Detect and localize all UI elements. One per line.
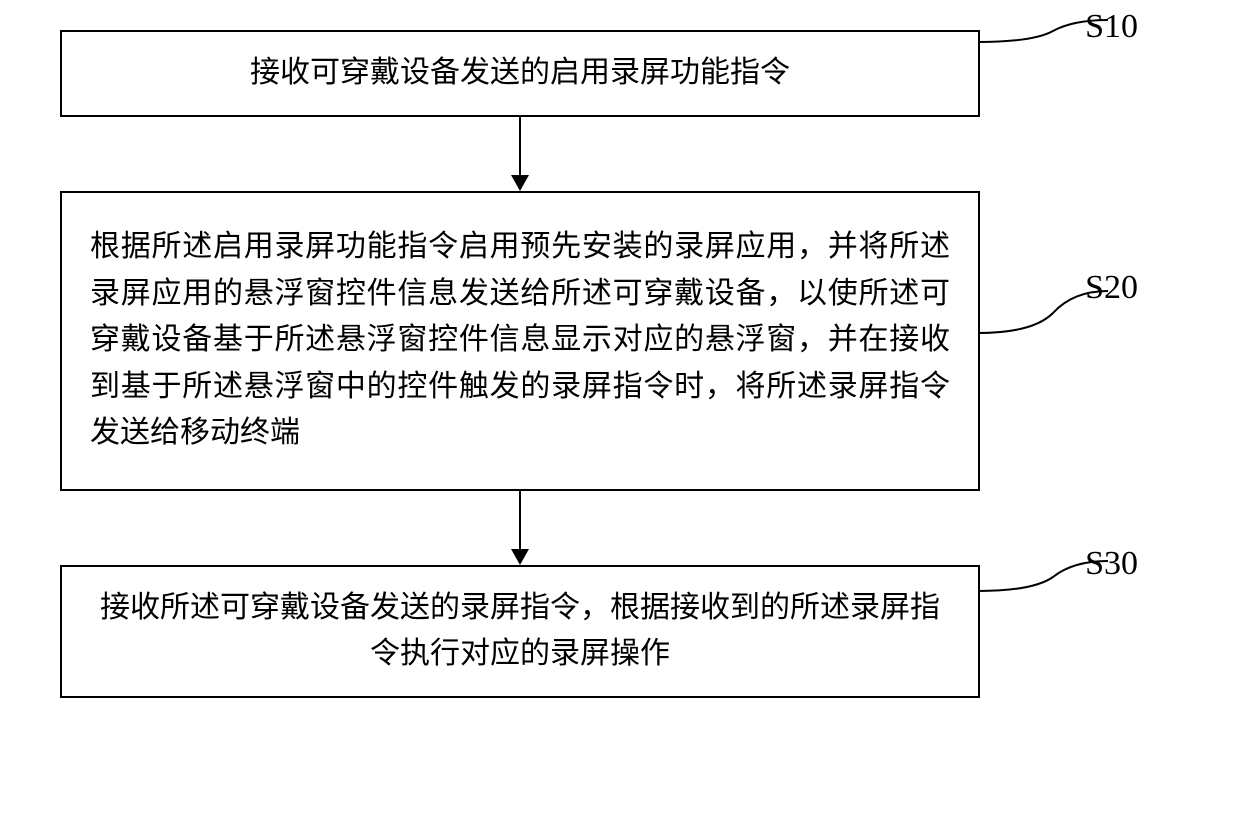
flow-step-s10-label: S10 — [1085, 8, 1138, 46]
flow-step-s30-label: S30 — [1085, 545, 1138, 583]
flow-step-s10-text: 接收可穿戴设备发送的启用录屏功能指令 — [90, 50, 950, 97]
flow-arrow-2-head — [511, 549, 529, 565]
flow-arrow-1-line — [519, 117, 521, 175]
flow-step-s20: 根据所述启用录屏功能指令启用预先安装的录屏应用，并将所述录屏应用的悬浮窗控件信息… — [60, 191, 980, 491]
flow-step-s10: 接收可穿戴设备发送的启用录屏功能指令 S10 — [60, 30, 980, 117]
flow-step-s20-label: S20 — [1085, 269, 1138, 307]
flow-step-s30: 接收所述可穿戴设备发送的录屏指令，根据接收到的所述录屏指令执行对应的录屏操作 S… — [60, 565, 980, 698]
flow-arrow-1-head — [511, 175, 529, 191]
flowchart-container: 接收可穿戴设备发送的启用录屏功能指令 S10 根据所述启用录屏功能指令启用预先安… — [60, 30, 1180, 698]
flow-step-s30-text: 接收所述可穿戴设备发送的录屏指令，根据接收到的所述录屏指令执行对应的录屏操作 — [90, 585, 950, 678]
flow-step-s20-text: 根据所述启用录屏功能指令启用预先安装的录屏应用，并将所述录屏应用的悬浮窗控件信息… — [90, 224, 950, 457]
flow-arrow-2-line — [519, 491, 521, 549]
